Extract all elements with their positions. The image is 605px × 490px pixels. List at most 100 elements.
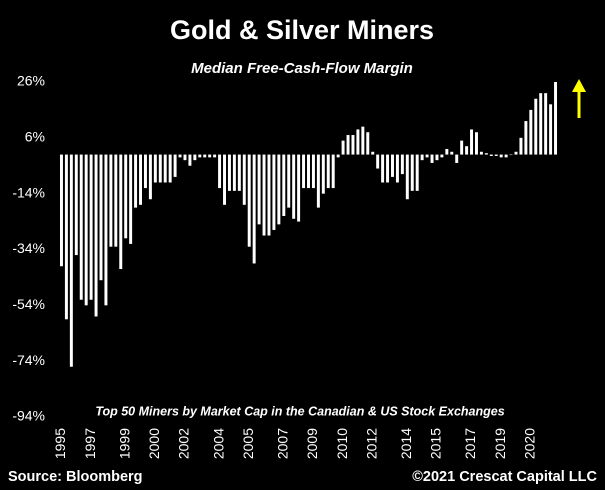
x-tick-label: 2020 xyxy=(522,428,538,459)
bar xyxy=(99,154,103,281)
bar xyxy=(158,154,162,183)
x-tick-label: 2012 xyxy=(363,428,379,459)
bar xyxy=(391,154,394,177)
bar xyxy=(435,154,439,161)
bar xyxy=(292,154,296,219)
bar xyxy=(84,154,88,306)
bar xyxy=(395,154,399,183)
bar xyxy=(479,151,483,155)
bar xyxy=(143,154,147,189)
bar xyxy=(331,154,335,189)
bar xyxy=(534,98,538,155)
bar xyxy=(489,154,493,156)
x-tick-label: 2004 xyxy=(210,428,226,459)
bar xyxy=(69,154,73,367)
bar xyxy=(376,154,380,169)
x-tick-label: 2015 xyxy=(428,428,444,459)
bar xyxy=(148,154,152,200)
bar xyxy=(213,154,217,158)
x-tick-label: 2010 xyxy=(334,428,350,459)
bar xyxy=(465,146,469,155)
bar xyxy=(287,154,291,208)
bar xyxy=(440,154,444,158)
y-tick-label: -94% xyxy=(12,408,45,424)
bar xyxy=(89,154,93,300)
bar xyxy=(494,154,498,156)
bar xyxy=(247,154,251,247)
bar xyxy=(450,151,454,155)
up-arrow xyxy=(572,79,586,118)
bar xyxy=(321,154,325,194)
bar xyxy=(267,154,271,236)
bar xyxy=(509,154,513,156)
bar xyxy=(74,154,78,256)
chart-title: Gold & Silver Miners xyxy=(170,15,434,45)
bar xyxy=(420,154,424,161)
x-tick-label: 2017 xyxy=(462,428,478,459)
bar xyxy=(405,154,409,200)
x-tick-label: 2009 xyxy=(304,428,320,459)
chart-subtitle: Median Free-Cash-Flow Margin xyxy=(191,60,413,77)
bar xyxy=(119,154,123,270)
bar xyxy=(203,154,207,158)
bar xyxy=(163,154,167,183)
bar xyxy=(484,153,488,155)
y-tick-label: -34% xyxy=(12,240,45,256)
bar xyxy=(336,154,340,158)
bar xyxy=(188,154,192,166)
x-tick-label: 1995 xyxy=(52,428,68,459)
bar xyxy=(302,154,306,189)
bar xyxy=(252,154,256,264)
bar xyxy=(346,135,350,155)
bar xyxy=(173,154,177,177)
bar xyxy=(410,154,414,191)
bar xyxy=(539,93,543,155)
y-tick-label: -54% xyxy=(12,296,45,312)
y-tick-label: 6% xyxy=(25,129,45,145)
bar xyxy=(153,154,157,183)
bar xyxy=(109,154,113,247)
bar xyxy=(425,154,429,158)
bar xyxy=(381,154,385,183)
bar xyxy=(129,154,133,244)
bar xyxy=(193,154,197,161)
bar xyxy=(94,154,98,317)
bar xyxy=(519,137,523,155)
bar xyxy=(400,154,404,175)
bar xyxy=(198,154,202,158)
bar xyxy=(168,154,172,183)
bar xyxy=(529,109,533,155)
bar xyxy=(257,154,261,225)
bar xyxy=(371,151,375,155)
bar xyxy=(272,154,276,230)
x-tick-label: 2014 xyxy=(398,428,414,459)
bar xyxy=(311,154,315,189)
bar xyxy=(262,154,266,236)
bar xyxy=(232,154,236,191)
bar xyxy=(460,140,464,155)
bar xyxy=(183,154,187,161)
y-tick-label: 26% xyxy=(17,73,45,89)
bar xyxy=(223,154,226,205)
bar xyxy=(227,154,231,191)
x-tick-label: 1997 xyxy=(82,428,98,459)
bar xyxy=(544,93,548,155)
bar xyxy=(277,154,281,225)
bar xyxy=(124,154,128,239)
bar xyxy=(316,154,320,208)
bar xyxy=(474,132,478,155)
bar xyxy=(361,126,365,155)
x-tick-label: 2007 xyxy=(275,428,291,459)
bar xyxy=(470,129,474,155)
bar xyxy=(514,151,518,155)
bar xyxy=(307,154,310,189)
bar xyxy=(366,132,370,155)
bar xyxy=(134,154,138,208)
bar xyxy=(386,154,390,183)
bar xyxy=(445,148,449,155)
bar xyxy=(237,154,241,191)
bar xyxy=(139,154,143,205)
bar xyxy=(455,154,459,163)
bar xyxy=(297,154,301,222)
bar xyxy=(430,154,434,163)
